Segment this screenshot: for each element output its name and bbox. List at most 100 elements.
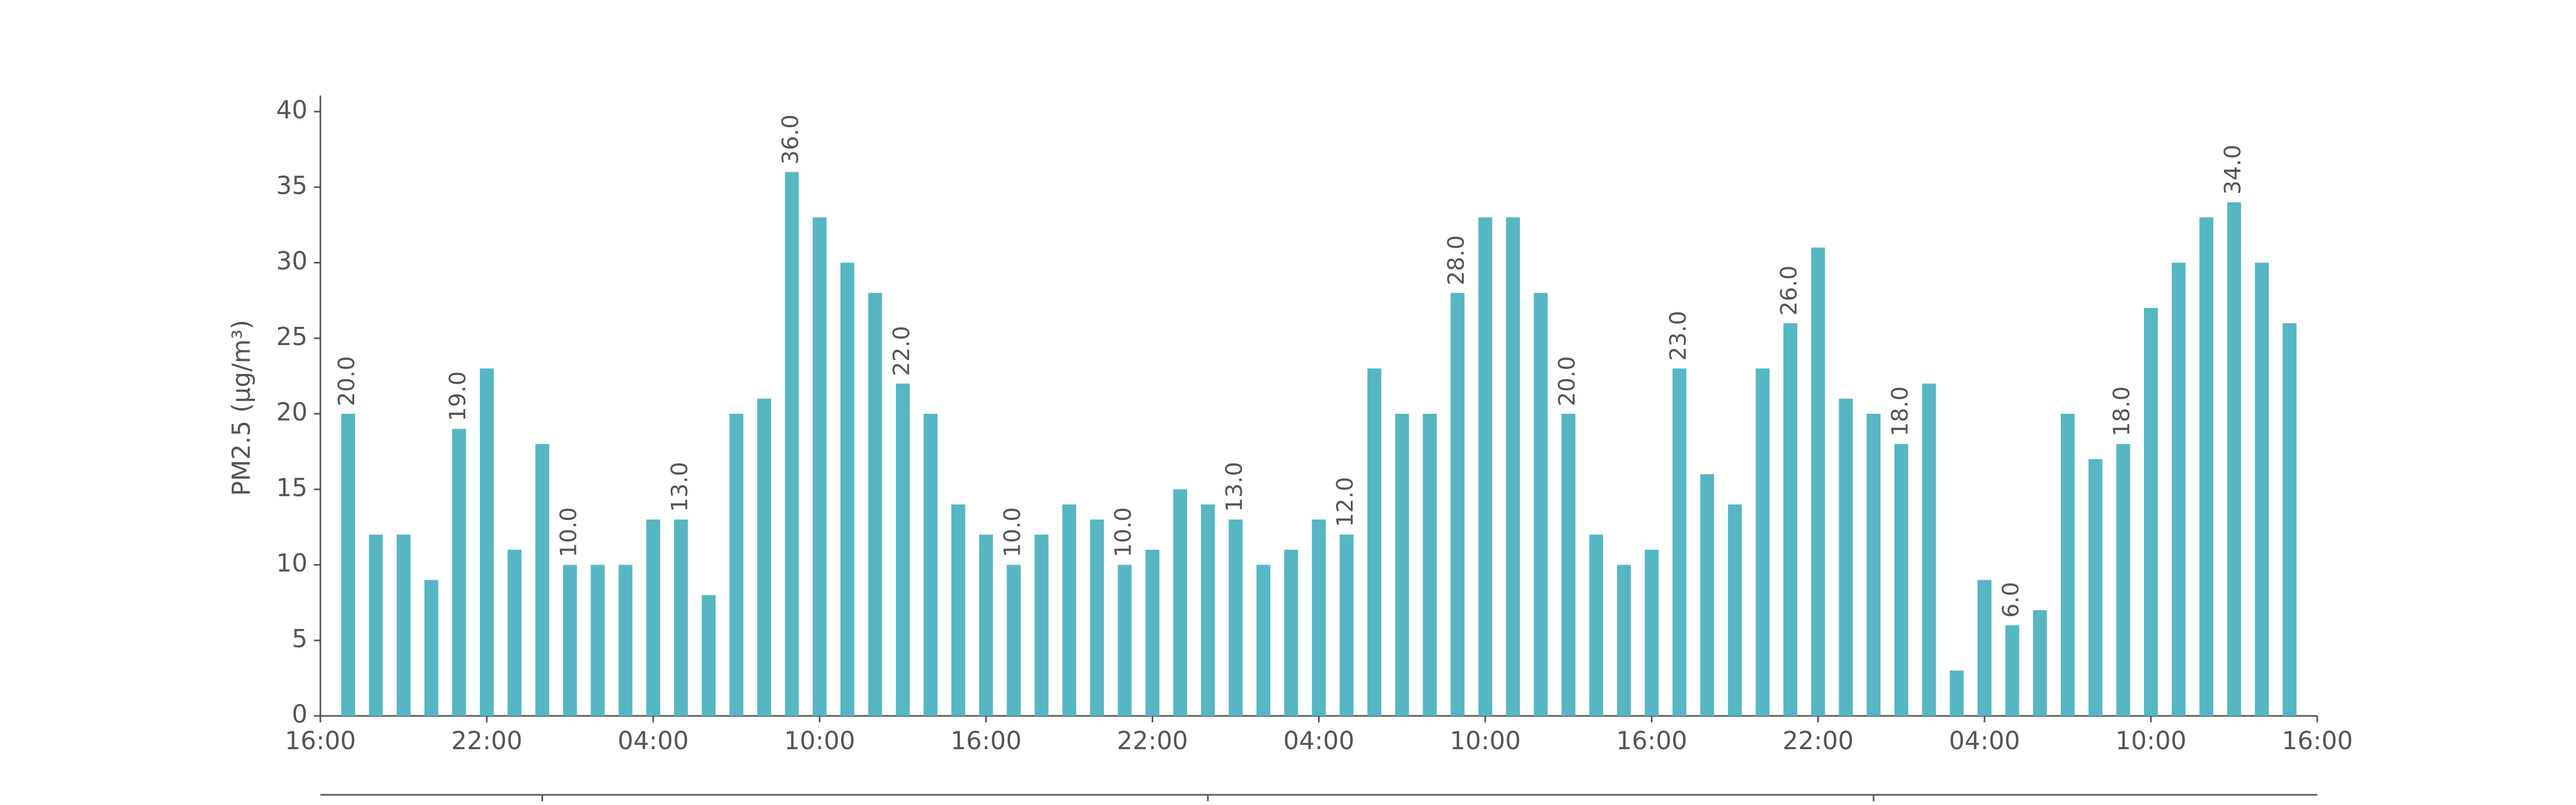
bar <box>1367 368 1381 716</box>
bar <box>813 217 827 716</box>
bar <box>701 595 716 716</box>
bar <box>2199 217 2214 716</box>
bar <box>480 368 494 716</box>
value-label: 10.0 <box>1110 507 1136 558</box>
bar <box>896 383 910 716</box>
value-label: 13.0 <box>1221 462 1247 513</box>
x-tick-label: 16:00 <box>1616 726 1687 755</box>
bar <box>1977 580 1992 716</box>
y-tick-label: 40 <box>276 96 308 125</box>
bar <box>1284 550 1298 716</box>
bar <box>1034 535 1049 716</box>
value-label: 22.0 <box>888 326 914 376</box>
bar <box>2171 262 2186 716</box>
bar <box>1700 474 1714 716</box>
bar <box>424 580 438 716</box>
y-tick-label: 15 <box>276 473 308 502</box>
bar <box>1340 535 1354 716</box>
bar <box>1506 217 1520 716</box>
bar <box>1672 368 1687 716</box>
bar <box>1423 414 1437 716</box>
bar <box>1534 292 1548 716</box>
bar <box>1117 565 1132 716</box>
bar <box>1450 292 1465 716</box>
bar <box>2227 202 2241 716</box>
value-label: 19.0 <box>444 371 471 422</box>
bar <box>840 262 854 716</box>
bar <box>1922 383 1936 716</box>
bar <box>507 550 522 716</box>
bar <box>1755 368 1770 716</box>
bar <box>646 519 661 716</box>
value-label: 36.0 <box>777 114 803 165</box>
value-label: 23.0 <box>1665 311 1691 361</box>
y-tick-label: 5 <box>292 624 308 653</box>
bar <box>1561 414 1576 716</box>
bar <box>1201 504 1215 716</box>
bar <box>452 429 466 716</box>
bar <box>1173 489 1188 716</box>
bar <box>618 565 633 716</box>
value-label: 13.0 <box>666 462 692 513</box>
x-tick-label: 22:00 <box>451 726 523 755</box>
x-tick-label: 22:00 <box>1782 726 1854 755</box>
bar <box>2005 625 2019 716</box>
bar <box>1090 519 1104 716</box>
bar <box>397 535 411 716</box>
bar <box>785 172 799 716</box>
x-tick-label: 04:00 <box>1949 726 2021 755</box>
bar <box>979 535 993 716</box>
value-label: 12.0 <box>1332 477 1358 528</box>
bar <box>2116 444 2131 716</box>
bar <box>868 292 882 716</box>
value-label: 18.0 <box>1886 386 1913 437</box>
bar <box>1062 504 1077 716</box>
bar <box>2143 308 2158 716</box>
bar <box>1478 217 1492 716</box>
x-tick-label: 16:00 <box>2282 726 2353 755</box>
value-label: 26.0 <box>1776 266 1802 316</box>
y-axis-label: PM2.5 (μg/m³) <box>227 320 256 496</box>
bar <box>729 414 744 716</box>
y-tick-label: 0 <box>292 700 308 729</box>
bar <box>369 535 383 716</box>
bar <box>1617 565 1631 716</box>
bar <box>535 444 550 716</box>
bar <box>1589 535 1604 716</box>
value-label: 28.0 <box>1443 235 1469 286</box>
bar <box>2088 459 2103 716</box>
x-tick-label: 10:00 <box>2116 726 2187 755</box>
x-tick-label: 16:00 <box>285 726 356 755</box>
bar <box>674 519 688 716</box>
value-label: 34.0 <box>2219 144 2245 195</box>
bar <box>1839 398 1853 716</box>
bar <box>1867 414 1881 716</box>
bar <box>1228 519 1243 716</box>
bar <box>1894 444 1908 716</box>
bar <box>951 504 965 716</box>
y-tick-label: 35 <box>276 171 308 200</box>
x-tick-label: 22:00 <box>1117 726 1188 755</box>
value-label: 6.0 <box>1997 582 2024 618</box>
value-label: 18.0 <box>2109 386 2135 437</box>
value-label: 20.0 <box>1554 356 1580 406</box>
x-tick-label: 16:00 <box>950 726 1022 755</box>
bar <box>1644 550 1659 716</box>
bar <box>924 414 938 716</box>
value-label: 10.0 <box>555 507 582 558</box>
bar <box>2282 323 2297 716</box>
bar <box>1256 565 1271 716</box>
bar <box>1783 323 1797 716</box>
bar <box>1728 504 1742 716</box>
y-tick-label: 20 <box>276 398 308 427</box>
x-tick-label: 04:00 <box>618 726 689 755</box>
bar <box>1950 670 1964 716</box>
y-tick-label: 25 <box>276 322 308 351</box>
x-tick-label: 04:00 <box>1283 726 1355 755</box>
value-label: 20.0 <box>333 356 360 406</box>
bar <box>1145 550 1160 716</box>
x-tick-label: 10:00 <box>1450 726 1521 755</box>
bar <box>2033 610 2047 716</box>
bar <box>757 398 771 716</box>
